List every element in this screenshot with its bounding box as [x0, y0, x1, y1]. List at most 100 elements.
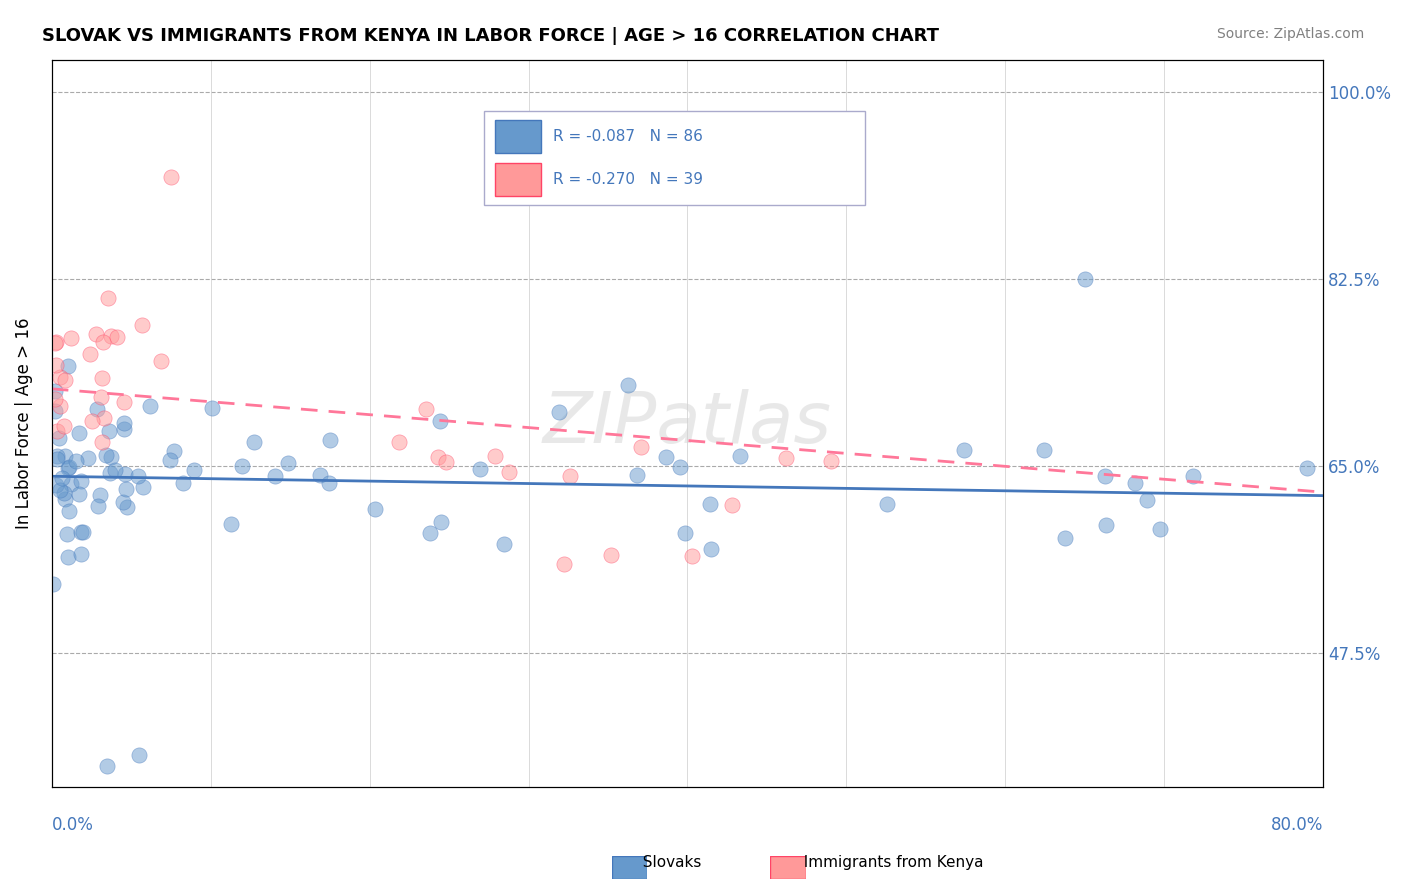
Slovaks — [98, 467, 121, 481]
Slovaks — [655, 450, 678, 465]
Immigrants from Kenya — [721, 499, 744, 513]
Immigrants from Kenya — [149, 354, 172, 368]
Y-axis label: In Labor Force | Age > 16: In Labor Force | Age > 16 — [15, 318, 32, 529]
Slovaks — [56, 359, 79, 374]
Slovaks — [277, 457, 299, 471]
Immigrants from Kenya — [45, 334, 67, 349]
Slovaks — [48, 431, 70, 445]
Slovaks — [200, 401, 222, 415]
Slovaks — [128, 747, 150, 762]
Immigrants from Kenya — [415, 402, 437, 417]
Slovaks — [953, 443, 976, 458]
Immigrants from Kenya — [434, 455, 457, 469]
Slovaks — [1032, 442, 1054, 457]
Slovaks — [44, 404, 66, 418]
Immigrants from Kenya — [775, 450, 797, 465]
Slovaks — [49, 483, 72, 497]
Slovaks — [86, 401, 108, 416]
Slovaks — [1136, 492, 1159, 507]
Slovaks — [492, 537, 515, 551]
Immigrants from Kenya — [53, 373, 76, 387]
Slovaks — [70, 547, 93, 561]
Text: Slovaks: Slovaks — [633, 855, 702, 870]
Slovaks — [219, 516, 242, 531]
Slovaks — [429, 414, 451, 428]
Immigrants from Kenya — [105, 329, 128, 343]
Slovaks — [699, 498, 721, 512]
Slovaks — [1094, 468, 1116, 483]
Slovaks — [77, 450, 100, 465]
Slovaks — [132, 480, 155, 494]
Slovaks — [263, 468, 285, 483]
Slovaks — [429, 515, 451, 529]
Slovaks — [98, 424, 121, 438]
Immigrants from Kenya — [49, 370, 72, 384]
Slovaks — [1149, 522, 1171, 536]
Slovaks — [1053, 531, 1076, 545]
Immigrants from Kenya — [49, 400, 72, 414]
Immigrants from Kenya — [45, 424, 67, 438]
Slovaks — [56, 549, 79, 564]
Slovaks — [65, 453, 87, 467]
Immigrants from Kenya — [600, 548, 623, 562]
Slovaks — [364, 502, 387, 516]
Slovaks — [138, 399, 160, 413]
Slovaks — [243, 434, 266, 449]
Slovaks — [69, 474, 91, 488]
Immigrants from Kenya — [112, 395, 135, 409]
Slovaks — [1074, 272, 1097, 286]
Immigrants from Kenya — [90, 390, 112, 404]
Slovaks — [114, 467, 136, 481]
Text: 0.0%: 0.0% — [52, 816, 94, 834]
Slovaks — [308, 467, 330, 482]
Slovaks — [876, 497, 898, 511]
Slovaks — [112, 422, 135, 436]
Slovaks — [45, 449, 67, 463]
Immigrants from Kenya — [80, 414, 103, 428]
Slovaks — [72, 524, 94, 539]
Immigrants from Kenya — [91, 335, 114, 350]
Slovaks — [319, 433, 342, 447]
Slovaks — [44, 478, 66, 492]
Slovaks — [100, 450, 122, 464]
Slovaks — [163, 444, 186, 458]
Slovaks — [53, 492, 76, 507]
Slovaks — [42, 576, 65, 591]
Slovaks — [56, 460, 79, 475]
Slovaks — [59, 477, 82, 491]
Immigrants from Kenya — [52, 419, 75, 434]
Slovaks — [668, 460, 690, 475]
Slovaks — [673, 525, 696, 540]
Slovaks — [127, 468, 149, 483]
Immigrants from Kenya — [45, 358, 67, 372]
Immigrants from Kenya — [681, 549, 703, 563]
Immigrants from Kenya — [558, 468, 581, 483]
Text: ZIPatlas: ZIPatlas — [543, 389, 832, 458]
Immigrants from Kenya — [630, 440, 652, 454]
Immigrants from Kenya — [388, 434, 411, 449]
Slovaks — [468, 462, 491, 476]
Immigrants from Kenya — [79, 347, 101, 361]
Slovaks — [115, 482, 138, 496]
Immigrants from Kenya — [484, 449, 506, 463]
Immigrants from Kenya — [93, 411, 115, 425]
Slovaks — [51, 471, 73, 485]
Slovaks — [112, 495, 135, 509]
Slovaks — [46, 451, 69, 466]
Slovaks — [44, 384, 66, 398]
Immigrants from Kenya — [160, 170, 183, 185]
Slovaks — [419, 526, 441, 541]
Slovaks — [728, 449, 751, 463]
Slovaks — [53, 449, 76, 463]
Slovaks — [1095, 517, 1118, 532]
Immigrants from Kenya — [820, 454, 842, 468]
Immigrants from Kenya — [426, 450, 449, 464]
Immigrants from Kenya — [44, 336, 66, 351]
Immigrants from Kenya — [553, 557, 575, 571]
Slovaks — [112, 417, 135, 431]
Immigrants from Kenya — [100, 329, 122, 343]
Slovaks — [1296, 461, 1319, 475]
Immigrants from Kenya — [84, 326, 107, 341]
Immigrants from Kenya — [97, 291, 120, 305]
Immigrants from Kenya — [59, 330, 82, 344]
